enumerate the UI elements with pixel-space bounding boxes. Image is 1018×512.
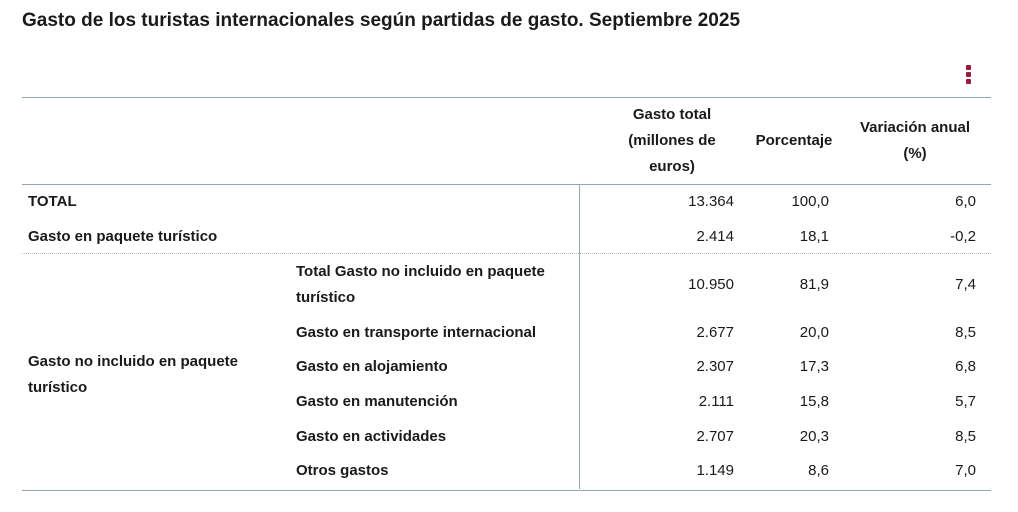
sub-row-label: Gasto en transporte internacional [296,324,537,341]
menu-dot [966,79,971,84]
group-label: Gasto no incluido en paquete turístico [28,353,239,396]
header-gasto-total: Gasto total (millones de euros) [628,106,716,175]
sub-row-label: Gasto en actividades [296,428,447,445]
cell-variacion: 6,0 [955,193,976,210]
cell-porcentaje: 18,1 [799,228,829,245]
table-row-group: Gasto no incluido en paquete turístico T… [22,255,991,490]
cell-porcentaje: 8,6 [808,462,829,479]
sub-row-label: Otros gastos [296,462,389,479]
cell-porcentaje: 100,0 [791,193,829,210]
cell-gasto: 1.149 [696,462,734,479]
table-header: Gasto total (millones de euros) Porcenta… [22,98,991,185]
cell-variacion: 7,0 [955,462,976,479]
page-title: Gasto de los turistas internacionales se… [22,10,741,31]
sub-row-label: Total Gasto no incluido en paquete turís… [296,263,545,306]
cell-porcentaje: 17,3 [799,358,829,375]
cell-porcentaje: 20,0 [799,324,829,341]
table-row: Gasto en paquete turístico 2.414 18,1 -0… [22,220,991,255]
header-variacion: Variación anual (%) [859,119,971,162]
cell-gasto: 2.677 [696,324,734,341]
cell-porcentaje: 81,9 [799,276,829,293]
menu-dot [966,72,971,77]
cell-variacion: 8,5 [955,324,976,341]
data-table: Gasto total (millones de euros) Porcenta… [22,97,991,491]
cell-gasto: 2.414 [696,228,734,245]
cell-gasto: 2.707 [696,428,734,445]
column-divider [579,184,580,489]
cell-variacion: 5,7 [955,393,976,410]
table-row: TOTAL 13.364 100,0 6,0 [22,185,991,220]
menu-dot [966,65,971,70]
cell-gasto: 10.950 [688,276,734,293]
row-label: Gasto en paquete turístico [28,228,218,245]
vertical-ellipsis-icon[interactable] [962,63,976,87]
header-porcentaje: Porcentaje [755,132,833,149]
row-label: TOTAL [28,193,77,210]
cell-gasto: 13.364 [688,193,734,210]
cell-porcentaje: 15,8 [799,393,829,410]
row-divider [22,253,991,254]
cell-variacion: 6,8 [955,358,976,375]
sub-row-label: Gasto en alojamiento [296,358,448,375]
cell-gasto: 2.307 [696,358,734,375]
cell-variacion: -0,2 [950,228,976,245]
cell-gasto: 2.111 [698,393,734,410]
cell-variacion: 7,4 [955,276,976,293]
cell-porcentaje: 20,3 [799,428,829,445]
sub-row-label: Gasto en manutención [296,393,458,410]
cell-variacion: 8,5 [955,428,976,445]
